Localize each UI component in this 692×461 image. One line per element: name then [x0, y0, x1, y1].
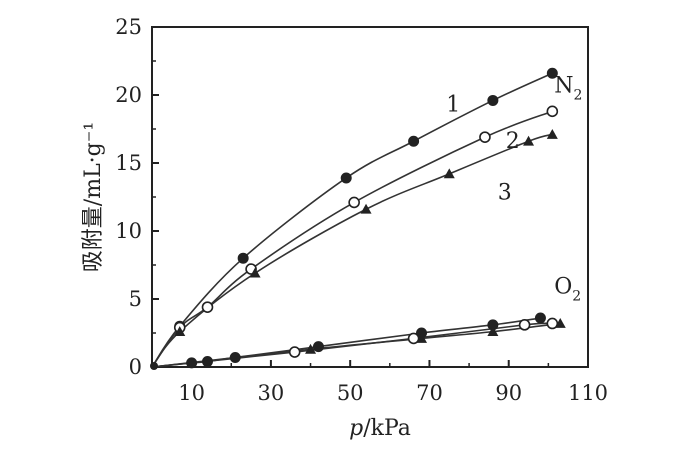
data-point — [416, 332, 428, 343]
plot-frame — [151, 26, 589, 368]
data-point — [408, 135, 420, 147]
data-point — [288, 346, 301, 358]
series-markers — [150, 67, 566, 370]
data-point — [174, 326, 186, 337]
data-point — [340, 172, 352, 184]
series-label-2: 2 — [506, 129, 520, 154]
y-axis-title: 吸附量/mL·g⁻¹ — [81, 122, 106, 272]
data-point — [443, 168, 455, 179]
data-point — [360, 203, 372, 214]
gas-label-n2: N2 — [554, 73, 582, 103]
data-point — [237, 252, 249, 264]
data-point — [201, 301, 214, 313]
data-point — [487, 94, 499, 106]
data-point — [305, 343, 317, 354]
x-tick-label: 50 — [337, 381, 364, 405]
y-tick-label: 0 — [129, 355, 142, 379]
x-tick-label: 10 — [178, 381, 205, 405]
y-tick-label: 10 — [115, 219, 142, 243]
data-point — [534, 312, 546, 324]
series-line-o2-5 — [151, 322, 561, 368]
data-point — [201, 356, 213, 368]
y-tick-label: 25 — [115, 15, 142, 39]
data-point — [479, 131, 491, 143]
series-curves — [151, 72, 561, 368]
data-point — [348, 196, 360, 209]
y-tick-label: 5 — [129, 287, 142, 311]
axes — [151, 26, 589, 368]
data-point — [554, 317, 566, 328]
data-point — [229, 351, 241, 363]
series-labels: p/kPa 吸附量/mL·g⁻¹ 1 2 3 N2 O2 — [81, 73, 582, 441]
x-tick-label: 30 — [258, 381, 285, 405]
x-axis-title: p/kPa — [349, 416, 411, 441]
data-point — [523, 135, 535, 146]
data-point — [249, 267, 261, 278]
data-point — [546, 67, 558, 79]
y-tick-label: 15 — [115, 151, 142, 175]
data-point — [546, 128, 558, 139]
x-tick-label: 110 — [568, 381, 608, 405]
series-label-1: 1 — [446, 92, 460, 117]
y-tick-label: 20 — [115, 83, 142, 107]
x-tick-label: 70 — [416, 381, 443, 405]
data-point — [312, 341, 324, 353]
origin-point — [150, 362, 158, 370]
ticks: 0 5 10 15 20 25 10 30 50 70 90 110 — [115, 15, 608, 405]
data-point — [487, 326, 499, 337]
x-tick-label: 90 — [495, 381, 522, 405]
gas-label-o2: O2 — [554, 275, 581, 305]
series-label-3: 3 — [498, 181, 512, 206]
data-point — [186, 357, 198, 369]
data-point — [518, 319, 531, 331]
data-point — [546, 105, 559, 118]
